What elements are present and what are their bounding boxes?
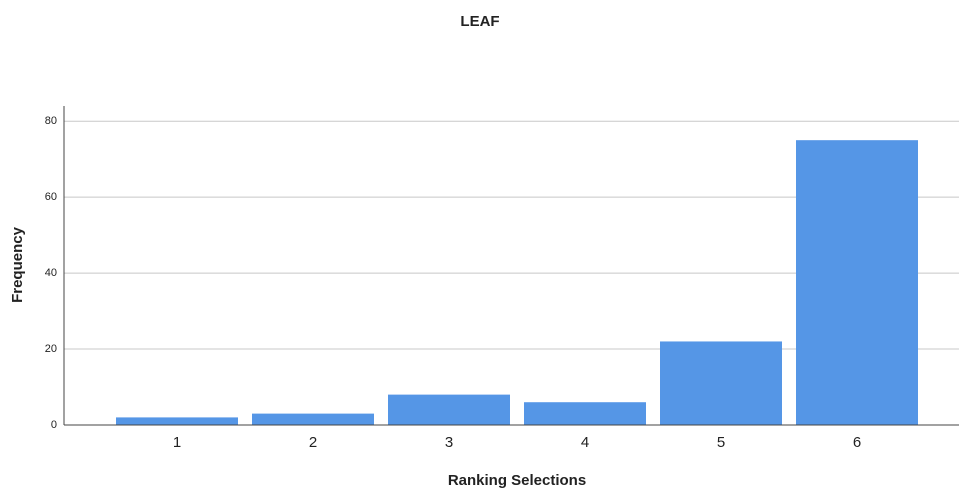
chart-title: LEAF [460, 13, 499, 30]
bar [524, 402, 646, 425]
bar [660, 341, 782, 425]
y-tick-label: 60 [45, 191, 57, 203]
bar [252, 413, 374, 425]
y-tick-label: 80 [45, 115, 57, 127]
x-axis-label: Ranking Selections [448, 472, 586, 489]
x-tick-label: 6 [853, 434, 861, 451]
bar [116, 417, 238, 425]
y-tick-label: 20 [45, 343, 57, 355]
x-tick-label: 5 [717, 434, 725, 451]
bar [388, 394, 510, 425]
y-tick-label: 0 [51, 419, 57, 431]
y-axis-label: Frequency [9, 226, 26, 303]
y-tick-label: 40 [45, 267, 57, 279]
bar [796, 140, 918, 425]
x-tick-label: 4 [581, 434, 589, 451]
x-tick-label: 3 [445, 434, 453, 451]
x-tick-label: 1 [173, 434, 181, 451]
x-tick-label: 2 [309, 434, 317, 451]
